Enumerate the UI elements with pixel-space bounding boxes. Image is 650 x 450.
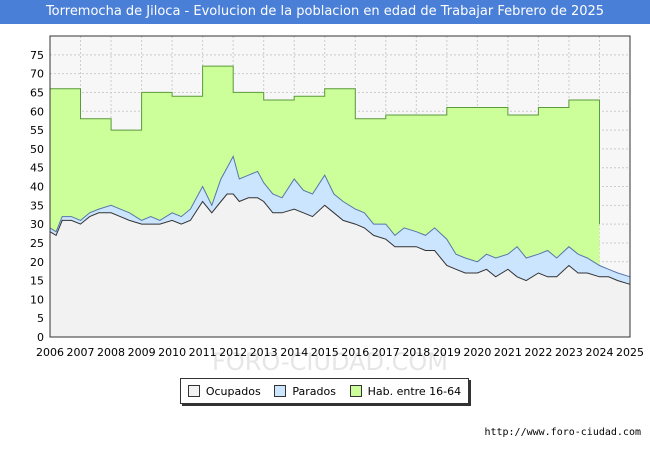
x-tick-label-2008: 2008 <box>97 346 125 359</box>
x-tick-label-2023: 2023 <box>555 346 583 359</box>
series-line-parados <box>49 155 631 278</box>
y-tick-label-20: 20 <box>30 256 44 269</box>
x-tick-label-2012: 2012 <box>219 346 247 359</box>
y-tick-label-65: 65 <box>30 86 44 99</box>
x-tick-label-2024: 2024 <box>585 346 613 359</box>
series-area-ocupados <box>50 194 630 337</box>
x-tick-label-2021: 2021 <box>494 346 522 359</box>
x-tick-label-2006: 2006 <box>36 346 64 359</box>
legend-label-hab: Hab. entre 16-64 <box>367 384 462 398</box>
plot-frame <box>49 35 631 338</box>
x-tick-label-2011: 2011 <box>189 346 217 359</box>
x-tick-label-2009: 2009 <box>128 346 156 359</box>
x-tick-label-2020: 2020 <box>463 346 491 359</box>
legend-label-ocupados: Ocupados <box>205 384 261 398</box>
legend: Ocupados Parados Hab. entre 16-64 <box>180 378 469 404</box>
series-areas <box>49 65 631 337</box>
y-tick-label-5: 5 <box>37 312 44 325</box>
x-tick-label-2019: 2019 <box>433 346 461 359</box>
y-tick-label-25: 25 <box>30 237 44 250</box>
x-tick-label-2015: 2015 <box>311 346 339 359</box>
y-tick-label-15: 15 <box>30 275 44 288</box>
y-tick-label-0: 0 <box>37 331 44 344</box>
x-tick-label-2018: 2018 <box>402 346 430 359</box>
y-tick-label-75: 75 <box>30 49 44 62</box>
x-tick-label-2013: 2013 <box>250 346 278 359</box>
legend-item-ocupados: Ocupados <box>187 384 261 398</box>
series-line-ocupados <box>49 193 631 285</box>
legend-swatch-hab <box>349 385 362 397</box>
y-tick-label-30: 30 <box>30 218 44 231</box>
y-axis: 0 5 10 15 20 25 30 35 40 45 50 55 60 65 70 75 <box>30 49 44 344</box>
x-tick-label-2014: 2014 <box>280 346 308 359</box>
y-tick-label-45: 45 <box>30 162 44 175</box>
series-line-hab-entre-16-64 <box>50 65 600 225</box>
legend-swatch-ocupados <box>187 385 200 397</box>
y-tick-label-40: 40 <box>30 181 44 194</box>
x-tick-label-2010: 2010 <box>158 346 186 359</box>
x-tick-label-2016: 2016 <box>341 346 369 359</box>
x-tick-label-2007: 2007 <box>67 346 95 359</box>
legend-item-hab: Hab. entre 16-64 <box>349 384 462 398</box>
y-tick-label-60: 60 <box>30 105 44 118</box>
y-tick-label-35: 35 <box>30 199 44 212</box>
y-tick-label-55: 55 <box>30 124 44 137</box>
source-url[interactable]: http://www.foro-ciudad.com <box>484 427 641 438</box>
legend-swatch-parados <box>274 385 287 397</box>
watermark: FORO-CIUDAD.COM <box>212 348 448 376</box>
legend-item-parados: Parados <box>274 385 336 398</box>
x-axis: 2006 2007 2008 2009 2010 2011 2012 2013 2014 2015… <box>36 346 644 359</box>
y-tick-label-10: 10 <box>30 293 44 306</box>
x-tick-label-2025: 2025 <box>616 346 644 359</box>
x-tick-label-2022: 2022 <box>524 346 552 359</box>
y-tick-label-50: 50 <box>30 143 44 156</box>
y-tick-label-70: 70 <box>30 68 44 81</box>
chart-title: Torremocha de Jiloca - Evolucion de la p… <box>0 0 650 24</box>
legend-label-parados: Parados <box>292 384 336 398</box>
x-tick-label-2017: 2017 <box>372 346 400 359</box>
